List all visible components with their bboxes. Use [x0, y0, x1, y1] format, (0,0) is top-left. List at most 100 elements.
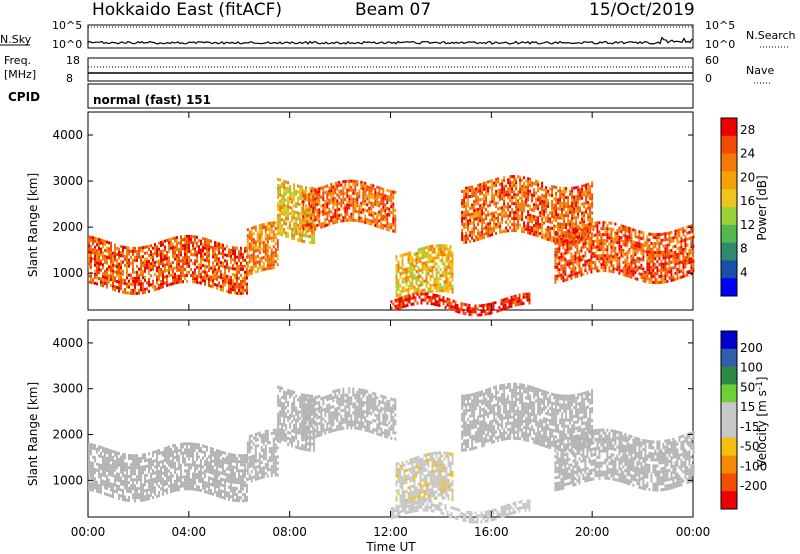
power-echo-cell	[232, 252, 234, 256]
power-echo-cell	[447, 283, 450, 287]
velocity-echo-cell	[196, 452, 198, 456]
power-echo-cell	[176, 263, 178, 267]
power-echo-cell	[564, 251, 567, 255]
power-echo-cell	[558, 268, 561, 272]
power-echo-cell	[513, 226, 516, 230]
power-echo-cell	[664, 259, 667, 263]
power-echo-cell	[518, 302, 521, 306]
power-echo-cell	[200, 263, 202, 267]
power-echo-cell	[146, 287, 148, 291]
velocity-echo-cell	[124, 453, 126, 457]
velocity-echo-cell	[182, 481, 184, 485]
power-echo-cell	[204, 270, 206, 274]
power-echo-cell	[507, 193, 510, 197]
power-echo-cell	[447, 277, 450, 281]
power-echo-cell	[676, 241, 679, 245]
power-echo-cell	[429, 266, 432, 270]
power-echo-cell	[144, 251, 146, 255]
power-echo-cell	[668, 276, 671, 280]
power-echo-cell	[519, 208, 522, 212]
power-echo-cell	[250, 241, 253, 245]
power-echo-cell	[624, 267, 627, 271]
power-echo-cell	[156, 278, 158, 282]
velocity-echo-cell	[204, 454, 206, 458]
power-echo-cell	[250, 259, 253, 263]
velocity-echo-cell	[162, 459, 164, 463]
power-echo-cell	[254, 228, 257, 232]
power-echo-cell	[479, 237, 482, 241]
power-echo-cell	[490, 311, 493, 315]
power-echo-cell	[182, 280, 184, 284]
power-echo-cell	[556, 250, 559, 254]
velocity-echo-cell	[158, 464, 160, 468]
power-echo-cell	[602, 248, 605, 252]
power-echo-cell	[204, 282, 206, 286]
velocity-echo-cell	[200, 459, 202, 462]
power-echo-cell	[602, 260, 605, 264]
power-echo-cell	[503, 214, 506, 218]
velocity-echo-cell	[124, 495, 126, 499]
velocity-echo-cell	[132, 481, 134, 485]
velocity-echo-cell	[112, 462, 114, 466]
power-echo-cell	[350, 203, 353, 207]
power-echo-cell	[612, 240, 615, 244]
power-echo-cell	[614, 249, 617, 253]
power-echo-cell	[240, 246, 242, 250]
power-echo-cell	[577, 239, 580, 243]
power-echo-cell	[384, 218, 387, 222]
power-echo-cell	[582, 230, 585, 234]
power-echo-cell	[272, 224, 275, 228]
power-echo-cell	[558, 271, 561, 275]
velocity-echo-cell	[140, 483, 142, 487]
power-echo-cell	[134, 282, 136, 286]
power-echo-cell	[561, 192, 564, 196]
power-echo-cell	[686, 273, 689, 277]
power-echo-cell	[222, 243, 224, 247]
velocity-echo-cell	[104, 453, 106, 457]
velocity-echo-cell	[156, 464, 158, 468]
power-echo-cell	[260, 232, 263, 236]
power-echo-cell	[281, 203, 284, 207]
power-echo-cell	[537, 183, 540, 187]
power-echo-cell	[293, 216, 296, 220]
power-echo-cell	[326, 223, 329, 227]
velocity-echo-cell	[204, 463, 206, 467]
power-echo-cell	[368, 207, 371, 210]
power-echo-cell	[579, 197, 582, 201]
power-echo-cell	[517, 226, 520, 230]
power-echo-cell	[624, 225, 627, 229]
power-echo-cell	[342, 201, 345, 205]
power-echo-cell	[501, 194, 504, 198]
power-echo-cell	[176, 278, 178, 282]
power-echo-cell	[624, 273, 627, 277]
power-echo-cell	[684, 238, 687, 242]
power-echo-cell	[248, 272, 251, 276]
power-echo-cell	[461, 238, 464, 241]
power-echo-cell	[116, 271, 118, 274]
power-echo-cell	[447, 250, 450, 254]
power-echo-cell	[88, 235, 90, 239]
power-echo-cell	[156, 260, 158, 264]
power-echo-cell	[226, 277, 228, 281]
power-echo-cell	[654, 251, 657, 255]
power-echo-cell	[297, 211, 300, 215]
power-echo-cell	[302, 197, 305, 201]
power-echo-cell	[539, 232, 542, 236]
velocity-echo-cell	[110, 467, 112, 471]
velocity-echo-cell	[126, 465, 128, 469]
power-echo-cell	[246, 240, 249, 244]
power-echo-cell	[674, 232, 677, 236]
power-echo-cell	[150, 256, 152, 260]
freq-unit-label: [MHz]	[4, 68, 36, 81]
power-echo-cell	[439, 247, 442, 251]
power-echo-cell	[281, 218, 284, 222]
power-echo-cell	[518, 293, 521, 297]
power-echo-cell	[174, 245, 176, 249]
velocity-echo-cell	[126, 480, 128, 484]
power-echo-cell	[104, 257, 106, 261]
power-echo-cell	[471, 230, 474, 234]
power-echo-cell	[517, 175, 520, 179]
power-echo-cell	[559, 198, 562, 202]
power-echo-cell	[690, 257, 693, 261]
power-echo-cell	[266, 243, 269, 247]
